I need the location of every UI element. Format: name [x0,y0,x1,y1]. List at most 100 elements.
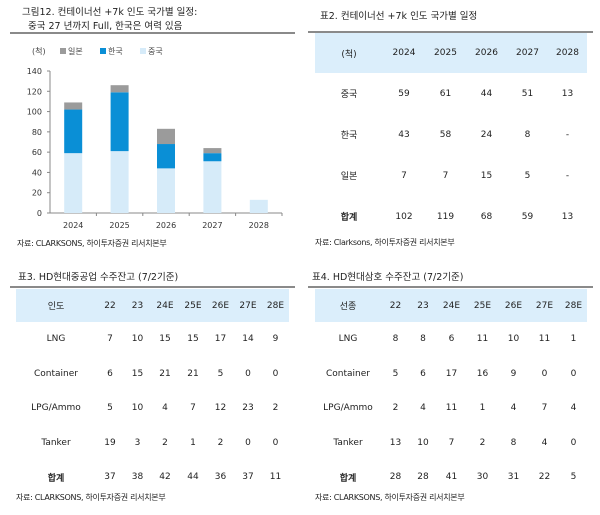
table2-source: 자료: Clarksons, 하이투자증권 리서치본부 [315,238,455,247]
column-header: 인도 [47,302,65,312]
column-header: 24E [442,300,461,311]
cell-value: 2 [479,437,486,448]
cell-value: 4 [162,403,168,414]
cell-value: 1 [570,334,577,345]
column-header: 26E [211,300,230,311]
cell-value: 7 [442,170,449,181]
table-header-row: 선종 22 23 24E 25E 26E 27E 28E [315,289,587,322]
cell-value: 4 [541,437,548,448]
cell-value: 37 [104,472,116,483]
bar-중국-2025 [110,151,129,213]
cell-value: 21 [159,368,171,379]
table-row: LPG/Ammo 5 10 4 7 12 23 2 [16,391,289,426]
cell-value: 0 [570,368,577,379]
column-header: 25E [184,300,202,311]
cell-value: 21 [187,368,199,379]
x-tick-label: 2027 [202,221,222,230]
table-row: LNG 7 10 15 15 17 14 9 [16,322,289,357]
table-header-row: 인도 22 23 24E 25E 26E 27E 28E [16,289,289,322]
cell-value: 8 [524,129,531,140]
row-label: 일본 [340,172,358,182]
row-label: 합계 [339,473,357,484]
cell-value: 15 [131,368,144,379]
table2: (척) 2024 2025 2026 2027 2028 중국 59 61 44 51 13 한국 43 5… [315,33,587,237]
bar-한국-2025 [110,92,129,152]
cell-value: 10 [417,437,429,448]
figure-title-line2: 중국 27 년까지 Full, 한국은 여력 있음 [28,21,183,32]
cell-value: 1 [479,403,486,414]
bar-중국-2028 [249,199,268,213]
cell-value: 8 [510,437,517,448]
x-tick-label: 2026 [156,221,176,230]
legend-swatch-일본 [60,48,66,54]
cell-value: 11 [538,334,551,345]
cell-value: 17 [214,334,227,345]
cell-value: 11 [269,472,282,483]
table-header-row: (척) 2024 2025 2026 2027 2028 [315,33,587,73]
row-label: 한국 [340,131,358,141]
cell-value: 13 [561,88,574,99]
cell-value: 44 [480,88,493,99]
cell-value: 3 [134,437,141,448]
column-header: (척) [341,49,357,60]
cell-value: 15 [187,334,199,345]
cell-value: 43 [398,129,410,140]
column-header: 26E [504,300,523,311]
cell-value: 22 [538,472,551,483]
cell-value: 7 [541,403,548,414]
x-tick-label: 2024 [63,221,83,230]
table3: 인도 22 23 24E 25E 26E 27E 28E LNG 7 10 15 15 17 14 9 Cont… [16,289,289,495]
cell-value: 8 [420,334,426,345]
column-header: 선종 [339,302,357,312]
column-header: 23 [131,300,144,311]
cell-value: 4 [420,403,426,414]
column-header: 22 [389,300,402,311]
row-label: Tanker [41,437,71,448]
column-header: 25E [473,300,492,311]
table4-title: 표4. HD현대삼호 수주잔고 (7/2기준) [312,272,464,283]
cell-value: 58 [439,129,452,140]
x-tick-label: 2025 [109,221,129,230]
cell-value: 4 [510,403,517,414]
x-tick-label: 2028 [249,221,269,230]
cell-value: 41 [445,472,458,483]
cell-value: 28 [417,472,429,483]
legend-swatch-한국 [100,48,106,54]
table-row: 합계 28 28 41 30 31 22 5 [315,460,587,495]
column-header: 23 [417,300,429,311]
row-label: Container [326,368,370,379]
column-header: 22 [104,300,116,311]
column-header: 2026 [475,48,498,58]
cell-value: 0 [245,368,251,379]
table-row: 일본 7 7 15 5 - [315,155,587,196]
figure-rule [10,32,295,34]
bar-한국-2024 [64,109,83,154]
cell-value: 0 [541,368,548,379]
y-tick-label: 140 [27,67,42,76]
table-row: Tanker 19 3 2 1 2 0 0 [16,426,289,461]
bar-일본-2026 [157,128,175,145]
cell-value: 30 [476,472,489,483]
cell-value: 42 [159,472,171,483]
cell-value: 7 [107,334,113,345]
bar-일본-2025 [110,85,129,93]
y-tick-label: 100 [27,108,42,117]
cell-value: 102 [395,211,413,222]
row-label: LNG [46,334,66,345]
cell-value: 37 [242,472,254,483]
cell-value: 6 [448,334,455,345]
table3-title: 표3. HD현대중공업 수주잔고 (7/2기준) [18,272,179,283]
cell-value: 44 [187,472,199,483]
table-row: Container 5 6 17 16 9 0 0 [315,357,587,392]
cell-value: 28 [389,472,402,483]
table-row: LNG 8 8 6 11 10 11 1 [315,322,587,357]
cell-value: 24 [480,129,493,140]
y-tick-label: 80 [32,128,42,137]
cell-value: 5 [107,403,113,414]
table-row: 합계 37 38 42 44 36 37 11 [16,460,289,495]
cell-value: 0 [570,437,577,448]
row-label: LPG/Ammo [31,403,81,414]
cell-value: 119 [436,211,455,222]
cell-value: - [565,170,570,181]
cell-value: 17 [445,368,458,379]
